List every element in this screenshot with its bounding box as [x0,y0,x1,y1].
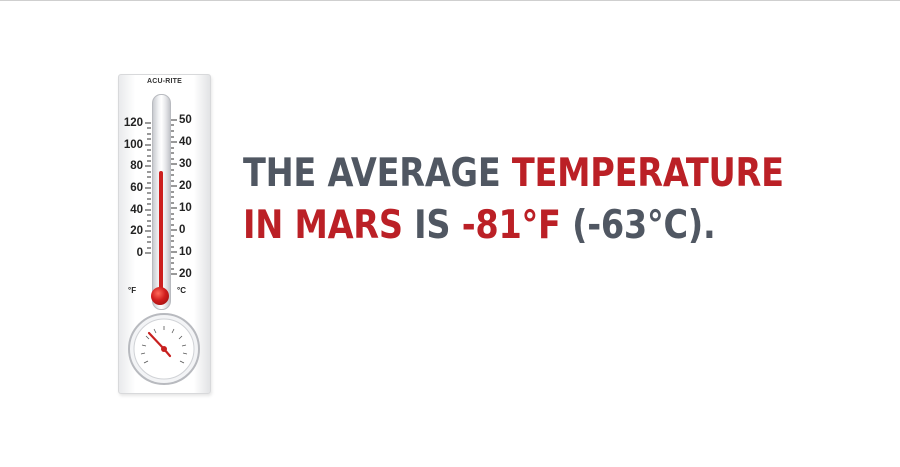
mercury-column [159,171,163,293]
celsius-tick-label: 20 [179,180,203,192]
hygrometer-dial [127,312,201,386]
fahrenheit-tick-label: 60 [121,182,143,194]
celsius-tick-label: 20 [179,268,203,280]
fahrenheit-tick-label: 0 [121,247,143,259]
fahrenheit-value: -81°F [462,203,561,248]
celsius-tick-label: 40 [179,136,203,148]
headline-line-2: IN MARS IS -81°F (-63°C). [243,200,784,252]
celsius-value: (-63°C). [572,203,715,248]
headline: THE AVERAGE TEMPERATURE IN MARS IS -81°F… [243,148,784,252]
celsius-tick-label: 10 [179,246,203,258]
celsius-tick-label: 10 [179,202,203,214]
fahrenheit-tick-label: 40 [121,204,143,216]
celsius-tick-label: 30 [179,158,203,170]
mercury-bulb [151,287,169,305]
headline-text: IS [414,203,450,248]
fahrenheit-tick-label: 20 [121,225,143,237]
fahrenheit-tick-label: 80 [121,160,143,172]
celsius-tick-label: 50 [179,114,203,126]
top-divider [0,0,900,1]
celsius-unit-label: °C [177,286,186,295]
thermometer-image: ACU-RITE 120 100 [118,74,211,394]
fahrenheit-unit-label: °F [128,286,136,295]
fahrenheit-tick-label: 120 [121,117,143,129]
headline-highlight: IN MARS [243,203,403,248]
headline-text: THE AVERAGE [243,151,500,196]
headline-highlight: TEMPERATURE [512,151,784,196]
fahrenheit-tick-label: 100 [121,139,143,151]
headline-line-1: THE AVERAGE TEMPERATURE [243,148,784,200]
celsius-tick-label: 0 [179,224,203,236]
